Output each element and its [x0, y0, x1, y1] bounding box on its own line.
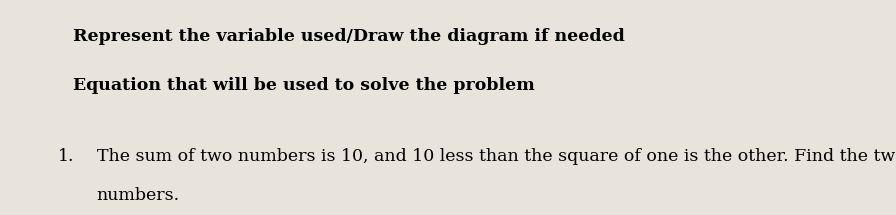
- Text: Equation that will be used to solve the problem: Equation that will be used to solve the …: [73, 77, 535, 95]
- Text: numbers.: numbers.: [97, 187, 180, 204]
- Text: 1.: 1.: [58, 148, 74, 166]
- Text: Represent the variable used/Draw the diagram if needed: Represent the variable used/Draw the dia…: [73, 28, 625, 45]
- Text: The sum of two numbers is 10, and 10 less than the square of one is the other. F: The sum of two numbers is 10, and 10 les…: [97, 148, 896, 166]
